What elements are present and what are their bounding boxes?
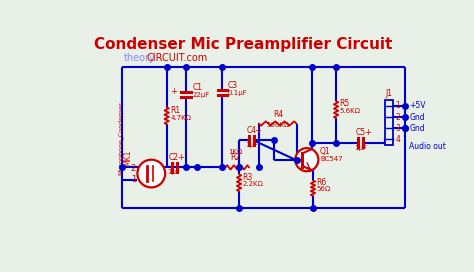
Text: 1μF: 1μF: [167, 169, 180, 175]
Text: Q1: Q1: [320, 147, 330, 156]
Text: R2: R2: [230, 153, 241, 162]
Text: C4: C4: [246, 126, 256, 135]
Text: 4: 4: [395, 135, 400, 144]
Text: 22μF: 22μF: [193, 92, 210, 98]
Text: Gnd: Gnd: [409, 113, 425, 122]
Text: R4: R4: [273, 110, 283, 119]
Text: theory: theory: [124, 53, 155, 63]
Text: 4.7KΩ: 4.7KΩ: [171, 115, 191, 121]
Text: 56Ω: 56Ω: [316, 186, 330, 192]
Text: 5.6KΩ: 5.6KΩ: [339, 108, 360, 114]
Text: 1KΩ: 1KΩ: [228, 149, 243, 154]
Text: CIRCUIT.com: CIRCUIT.com: [146, 53, 208, 63]
Text: BC547: BC547: [320, 156, 343, 162]
Text: 1: 1: [131, 175, 136, 184]
Text: C1: C1: [193, 84, 203, 92]
Text: C5: C5: [356, 128, 366, 137]
Text: R3: R3: [242, 173, 252, 182]
Text: 0.1μF: 0.1μF: [228, 90, 247, 96]
Circle shape: [295, 148, 319, 171]
Text: 3: 3: [395, 124, 400, 133]
Text: 560KΩ: 560KΩ: [266, 122, 290, 128]
Text: Audio out: Audio out: [409, 142, 446, 151]
Circle shape: [137, 160, 165, 187]
Text: 1: 1: [395, 101, 400, 110]
Text: C3: C3: [228, 81, 237, 90]
Text: +5V: +5V: [409, 101, 426, 110]
Text: R5: R5: [339, 99, 349, 108]
Text: 2: 2: [131, 164, 136, 173]
Text: +: +: [364, 128, 371, 137]
Text: +: +: [255, 126, 261, 135]
Text: Condenser Mic Preamplifier Circuit: Condenser Mic Preamplifier Circuit: [94, 38, 392, 52]
Text: 1μF: 1μF: [245, 142, 258, 148]
Text: R1: R1: [171, 106, 181, 115]
Text: 1μF: 1μF: [354, 145, 367, 151]
Bar: [385, 100, 393, 145]
Text: J1: J1: [386, 89, 393, 98]
Text: R6: R6: [316, 178, 326, 187]
Text: +: +: [171, 87, 177, 97]
Text: 2: 2: [395, 113, 400, 122]
Text: MK1: MK1: [124, 150, 133, 166]
Text: Gnd: Gnd: [409, 124, 425, 133]
Text: C2: C2: [169, 153, 179, 162]
Text: +: +: [177, 153, 184, 162]
Text: Microphone_Condenser: Microphone_Condenser: [118, 101, 123, 175]
Text: 2.2KΩ: 2.2KΩ: [242, 181, 263, 187]
